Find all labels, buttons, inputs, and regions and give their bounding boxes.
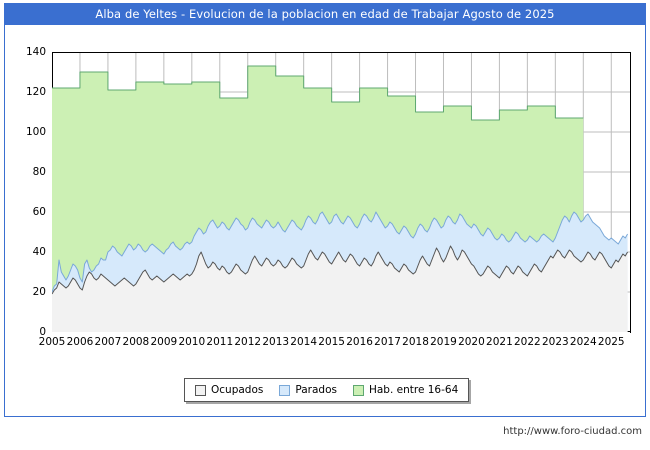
x-axis-tick-label: 2025 [597, 336, 625, 348]
x-axis-tick-label: 2015 [318, 336, 345, 348]
legend-item-label: Hab. entre 16-64 [368, 384, 459, 396]
legend-item-label: Parados [295, 384, 337, 396]
x-axis-tick-label: 2022 [513, 336, 541, 348]
x-axis-tick-label: 2016 [346, 336, 373, 348]
x-axis-tick-label: 2023 [541, 336, 569, 348]
y-axis-tick-label: 120 [25, 86, 46, 98]
legend-item-0[interactable]: Ocupados [195, 384, 263, 396]
x-axis-tick-label: 2017 [374, 336, 401, 348]
x-axis-labels: 2005 2006 2007 2008 2009 2010 2011 2012 2013 2014… [0, 336, 650, 356]
legend-item-label: Ocupados [211, 384, 264, 396]
y-axis-tick-label: 80 [32, 166, 46, 178]
x-axis-tick-label: 2018 [402, 336, 429, 348]
plot-border-right [630, 52, 631, 333]
y-axis-tick-label: 60 [32, 206, 46, 218]
y-axis-labels: 0 20 40 60 80 100 120 140 [0, 0, 46, 400]
x-axis-tick-label: 2010 [178, 336, 206, 348]
x-axis-tick-label: 2005 [38, 336, 66, 348]
plot-area [52, 52, 631, 333]
x-axis-tick-label: 2019 [430, 336, 457, 348]
legend-item-1[interactable]: Parados [279, 384, 337, 396]
x-axis-tick-label: 2012 [234, 336, 262, 348]
y-axis-tick-label: 40 [32, 246, 46, 258]
series-ocupados [52, 245, 629, 332]
plot-border-top [52, 52, 631, 53]
legend-swatch-icon [352, 384, 364, 396]
y-axis-tick-label: 100 [25, 126, 46, 138]
page-title: Alba de Yeltes - Evolucion de la poblaci… [95, 7, 555, 21]
y-axis-tick-label: 20 [32, 286, 46, 298]
x-axis-tick-label: 2021 [486, 336, 513, 348]
chart-canvas [52, 52, 630, 332]
window-title-bar: Alba de Yeltes - Evolucion de la poblaci… [4, 3, 646, 25]
x-axis-tick-label: 2011 [206, 336, 234, 348]
x-axis-tick-label: 2020 [458, 336, 485, 348]
x-axis-tick-label: 2024 [569, 336, 597, 348]
x-axis-tick-label: 2007 [94, 336, 122, 348]
x-axis-tick-label: 2009 [150, 336, 178, 348]
chart-legend: Ocupados Parados Hab. entre 16-64 [184, 378, 470, 402]
x-axis-tick-label: 2006 [66, 336, 94, 348]
x-axis-tick-label: 2013 [262, 336, 290, 348]
y-axis-tick-label: 0 [39, 326, 46, 338]
legend-swatch-icon [279, 384, 291, 396]
source-url: http://www.foro-ciudad.com [503, 426, 642, 437]
x-axis-tick-label: 2008 [122, 336, 150, 348]
y-axis-tick-label: 140 [25, 46, 46, 58]
legend-item-2[interactable]: Hab. entre 16-64 [352, 384, 459, 396]
x-axis-tick-label: 2014 [290, 336, 318, 348]
legend-swatch-icon [195, 384, 206, 396]
